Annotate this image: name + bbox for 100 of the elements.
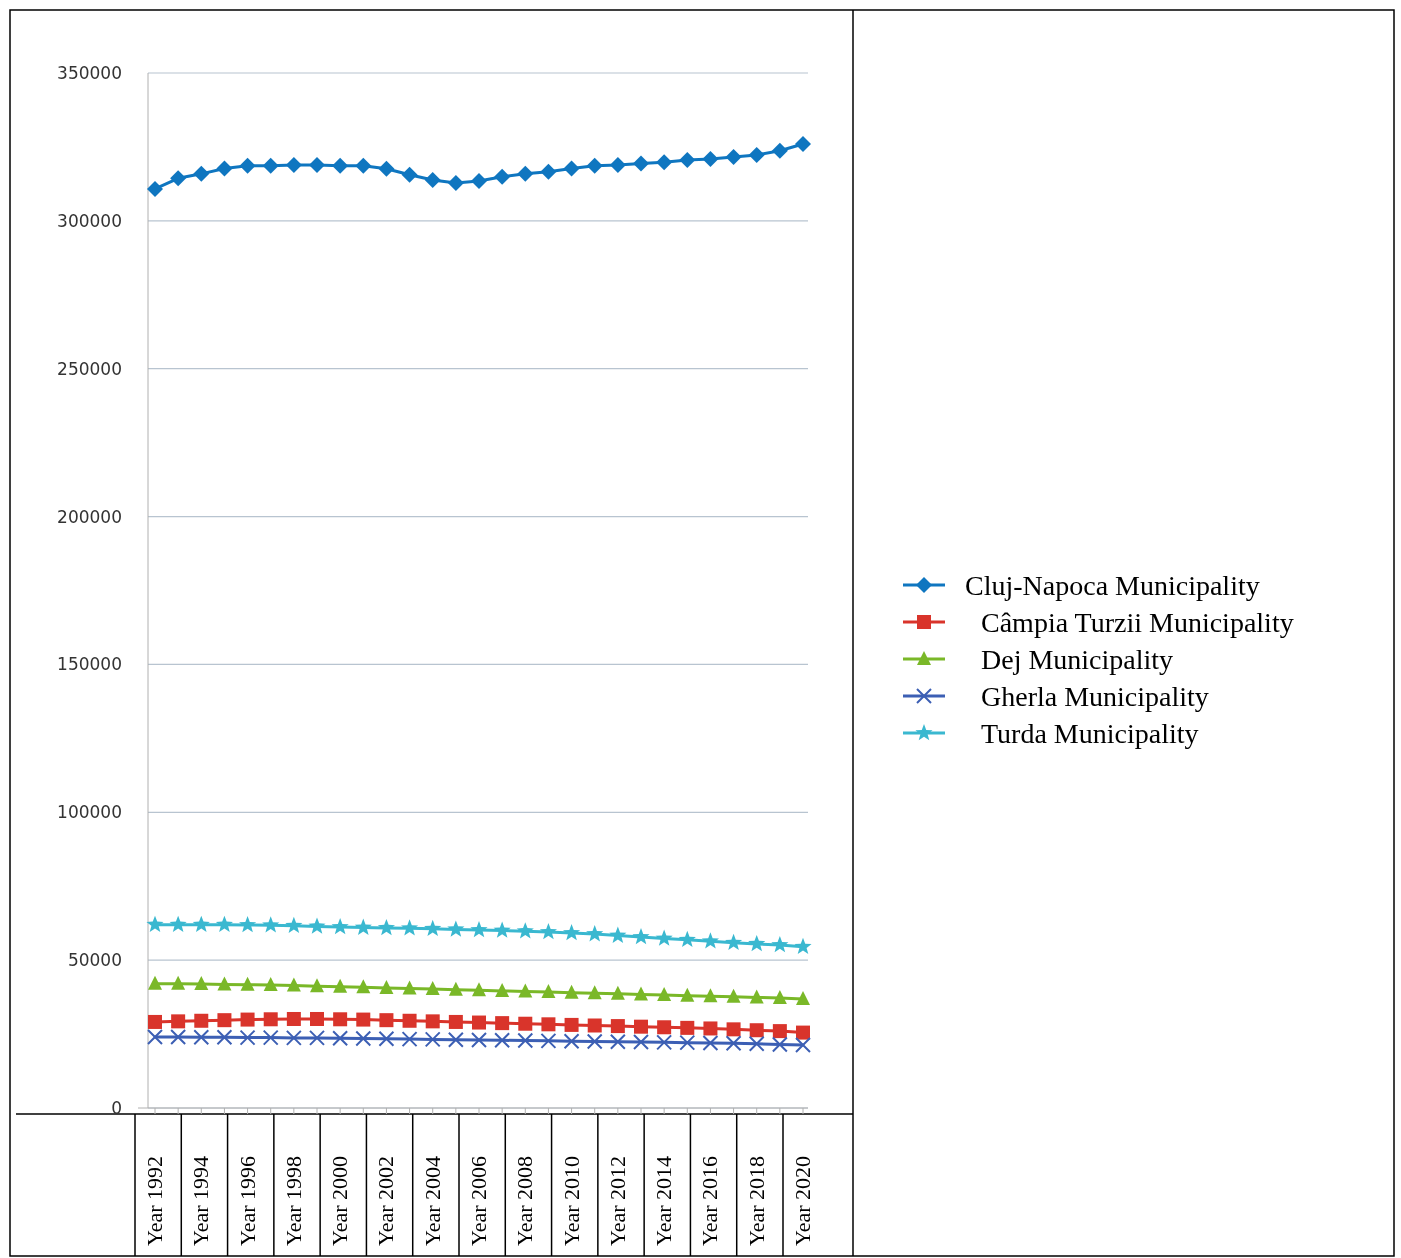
point: [517, 165, 534, 182]
point: [609, 156, 626, 173]
point: [331, 918, 349, 935]
point: [656, 1034, 673, 1051]
point: [748, 146, 765, 163]
point: [448, 981, 463, 996]
point: [377, 918, 395, 936]
point: [402, 980, 417, 995]
point: [701, 932, 719, 949]
point: [447, 175, 464, 192]
point: [286, 977, 301, 992]
point: [310, 978, 324, 993]
point: [285, 156, 302, 173]
point: [379, 1013, 394, 1028]
legend-label: Gherla Municipality: [981, 680, 1209, 712]
x-tick-label: Year 2000: [327, 1155, 353, 1246]
point: [169, 915, 187, 932]
point: [518, 983, 533, 998]
point: [587, 985, 602, 1000]
point: [725, 1035, 742, 1052]
point: [680, 1020, 695, 1035]
point: [725, 148, 742, 165]
point: [634, 1019, 648, 1034]
y-tick-label: 350000: [57, 62, 122, 83]
point: [356, 1012, 371, 1027]
point: [495, 1016, 510, 1031]
point: [540, 163, 557, 180]
point: [308, 917, 326, 934]
point: [262, 1029, 279, 1046]
x-tick-label: Year 1996: [234, 1155, 260, 1246]
x-tick-label: Year 1994: [188, 1155, 214, 1246]
point: [771, 1036, 788, 1053]
point: [493, 921, 511, 938]
point: [170, 1029, 187, 1046]
point: [192, 915, 210, 932]
point: [471, 172, 487, 189]
x-tick-label: Year 1998: [280, 1155, 306, 1246]
point: [425, 981, 440, 996]
point: [379, 979, 394, 994]
point: [286, 1011, 301, 1026]
point: [586, 157, 603, 174]
y-tick-label: 50000: [67, 950, 122, 971]
point: [401, 1031, 418, 1048]
x-tick-label: Year 2012: [604, 1155, 630, 1246]
point: [148, 975, 162, 990]
point: [609, 1033, 626, 1050]
point: [239, 915, 257, 933]
point: [194, 1013, 209, 1028]
point: [425, 1014, 440, 1029]
legend-label: Câmpia Turzii Municipality: [981, 606, 1294, 638]
point: [771, 142, 788, 159]
point: [772, 989, 787, 1004]
point: [795, 1037, 811, 1054]
point: [424, 172, 441, 189]
point: [216, 160, 233, 177]
point: [447, 1031, 464, 1048]
point: [680, 987, 695, 1002]
point: [194, 976, 209, 991]
point: [333, 978, 348, 993]
point: [401, 919, 419, 936]
point: [610, 1019, 625, 1034]
point: [586, 925, 604, 942]
point: [193, 165, 210, 182]
point: [146, 915, 164, 932]
point: [354, 918, 372, 935]
point: [263, 1012, 278, 1027]
point: [634, 986, 648, 1001]
point: [215, 915, 233, 932]
point: [655, 929, 673, 946]
point: [217, 1013, 232, 1028]
point: [333, 1012, 348, 1027]
point: [148, 1014, 162, 1029]
point: [703, 1021, 718, 1036]
x-tick-label: Year 2002: [373, 1155, 399, 1246]
point: [586, 1033, 603, 1050]
point: [563, 923, 581, 941]
point: [540, 1032, 557, 1049]
y-tick-label: 200000: [57, 506, 122, 527]
point: [401, 166, 418, 183]
x-tick-label: Year 2020: [790, 1155, 815, 1246]
y-tick-label: 100000: [57, 802, 122, 823]
point: [447, 920, 465, 937]
legend-label: Cluj-Napoca Municipality: [965, 569, 1260, 601]
point: [748, 934, 766, 952]
point: [725, 933, 743, 950]
y-tick-label: 300000: [57, 210, 122, 231]
point: [263, 976, 278, 991]
point: [516, 922, 534, 939]
point: [771, 936, 789, 953]
point: [632, 928, 650, 945]
point: [539, 923, 557, 940]
point: [657, 1020, 672, 1035]
point: [702, 1034, 719, 1051]
point: [332, 157, 349, 174]
point: [239, 157, 256, 174]
point: [355, 1030, 372, 1047]
point: [796, 1025, 810, 1040]
point: [657, 987, 672, 1002]
point: [633, 1034, 649, 1051]
point: [240, 1012, 255, 1027]
